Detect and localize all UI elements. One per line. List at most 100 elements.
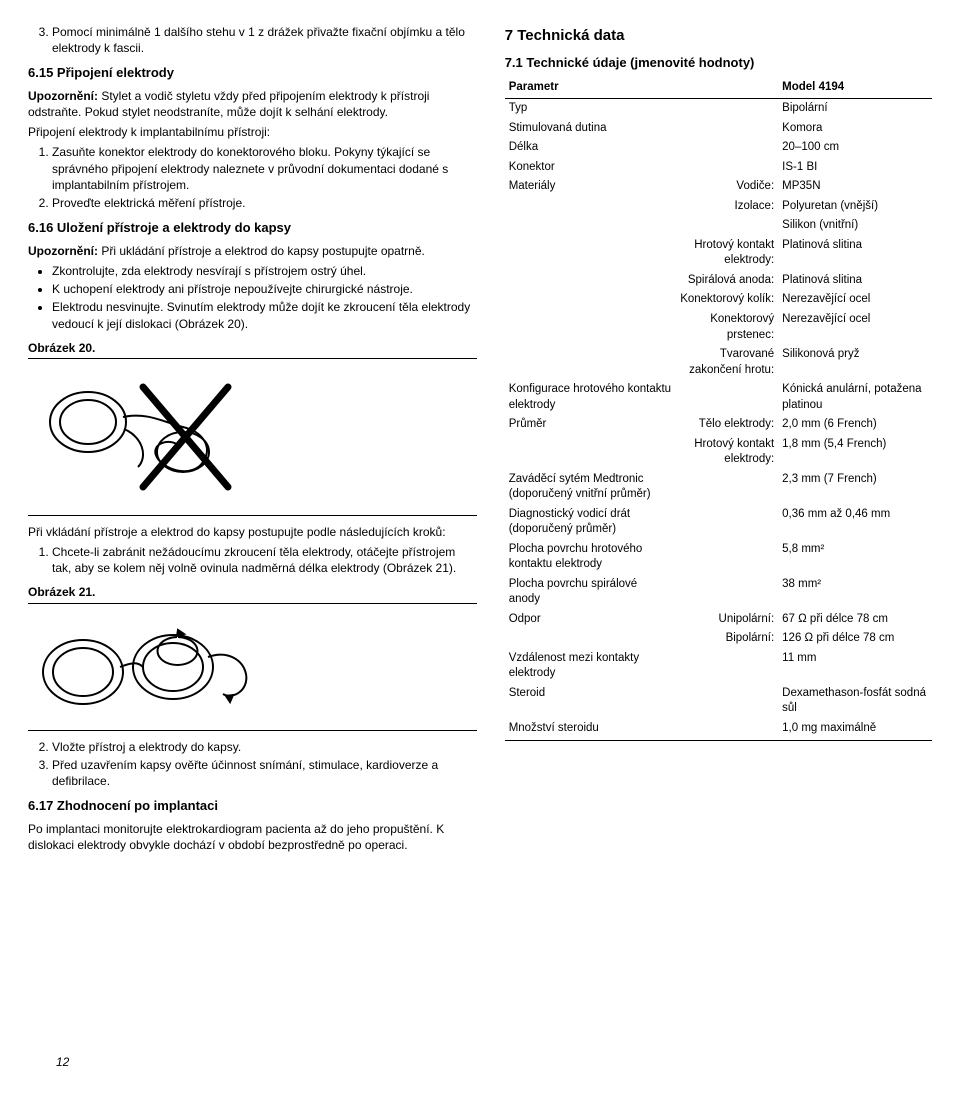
cell-value: Nerezavějící ocel (778, 310, 932, 345)
cell-value: 1,0 mg maximálně (778, 719, 932, 741)
table-row: Silikon (vnitřní) (505, 216, 932, 236)
cell-param: Množství steroidu (505, 719, 676, 741)
caution-bullets: Zkontrolujte, zda elektrody nesvírají s … (28, 263, 477, 332)
cell-param: Konfigurace hrotového kontaktu elektrody (505, 380, 676, 415)
cell-value: 126 Ω při délce 78 cm (778, 629, 932, 649)
bullet-2: K uchopení elektrody ani přístroje nepou… (52, 281, 477, 297)
cell-sub: Hrotový kontakt elektrody: (676, 236, 779, 271)
table-row: Bipolární:126 Ω při délce 78 cm (505, 629, 932, 649)
cell-param: Plocha povrchu hrotového kontaktu elektr… (505, 540, 676, 575)
cell-param (505, 629, 676, 649)
cell-value: Silikon (vnitřní) (778, 216, 932, 236)
cell-value: 1,8 mm (5,4 French) (778, 435, 932, 470)
specs-header-row: Parametr Model 4194 (505, 78, 932, 99)
cell-param (505, 197, 676, 217)
table-row: Konektorový prstenec:Nerezavějící ocel (505, 310, 932, 345)
cell-param: Stimulovaná dutina (505, 119, 676, 139)
heading-6-15: 6.15 Připojení elektrody (28, 64, 477, 82)
table-row: Stimulovaná dutina Komora (505, 119, 932, 139)
table-row: Plocha povrchu spirálové anody38 mm² (505, 575, 932, 610)
warning-6-15: Upozornění: Stylet a vodič styletu vždy … (28, 88, 477, 120)
after-fig20: Při vkládání přístroje a elektrod do kap… (28, 524, 477, 540)
cell-value: Platinová slitina (778, 271, 932, 291)
left-column: Pomocí minimálně 1 dalšího stehu v 1 z d… (28, 20, 477, 857)
cell-sub (676, 575, 779, 610)
table-row: Zaváděcí sytém Medtronic (doporučený vni… (505, 470, 932, 505)
table-row: Hrotový kontakt elektrody:1,8 mm (5,4 Fr… (505, 435, 932, 470)
bullet-3: Elektrodu nesvinujte. Svinutím elektrody… (52, 299, 477, 331)
table-row: PrůměrTělo elektrody:2,0 mm (6 French) (505, 415, 932, 435)
cell-value: 2,0 mm (6 French) (778, 415, 932, 435)
insert-steps-1: Chcete-li zabránit nežádoucímu zkroucení… (28, 544, 477, 576)
cell-sub (676, 505, 779, 540)
cell-sub: Bipolární: (676, 629, 779, 649)
cell-param: Steroid (505, 684, 676, 719)
cell-param: Plocha povrchu spirálové anody (505, 575, 676, 610)
step-list-3: Pomocí minimálně 1 dalšího stehu v 1 z d… (28, 24, 477, 56)
cell-sub (676, 649, 779, 684)
table-row: Množství steroidu 1,0 mg maximálně (505, 719, 932, 741)
table-row: OdporUnipolární:67 Ω při délce 78 cm (505, 610, 932, 630)
cell-value: 20–100 cm (778, 138, 932, 158)
heading-6-16: 6.16 Uložení přístroje a elektrody do ka… (28, 219, 477, 237)
cell-param (505, 236, 676, 271)
insert-step-1: Chcete-li zabránit nežádoucímu zkroucení… (52, 544, 477, 576)
cell-sub: Tvarované zakončení hrotu: (676, 345, 779, 380)
warning-label-2: Upozornění: (28, 244, 98, 258)
cell-param (505, 435, 676, 470)
heading-7: 7 Technická data (505, 26, 932, 46)
warning-6-16: Upozornění: Při ukládání přístroje a ele… (28, 243, 477, 259)
cell-value: 67 Ω při délce 78 cm (778, 610, 932, 630)
figure-21-rule-top (28, 603, 477, 604)
cell-sub: Tělo elektrody: (676, 415, 779, 435)
right-column: 7 Technická data 7.1 Technické údaje (jm… (505, 20, 932, 857)
para-6-17: Po implantaci monitorujte elektrokardiog… (28, 821, 477, 853)
cell-value: 5,8 mm² (778, 540, 932, 575)
cell-param (505, 271, 676, 291)
heading-7-1: 7.1 Technické údaje (jmenovité hodnoty) (505, 54, 932, 72)
table-row: Diagnostický vodicí drát (doporučený prů… (505, 505, 932, 540)
specs-table: Parametr Model 4194 TypBipolárníStimulov… (505, 78, 932, 742)
cell-param: Délka (505, 138, 676, 158)
table-row: Tvarované zakončení hrotu:Silikonová pry… (505, 345, 932, 380)
specs-th-param: Parametr (505, 78, 676, 99)
cell-value: 11 mm (778, 649, 932, 684)
cell-value: IS-1 BI (778, 158, 932, 178)
cell-sub (676, 216, 779, 236)
page-number: 12 (56, 1054, 69, 1070)
table-row: Typ Bipolární (505, 99, 932, 119)
cell-value: Polyuretan (vnější) (778, 197, 932, 217)
cell-sub (676, 684, 779, 719)
cell-param: Průměr (505, 415, 676, 435)
step-3: Pomocí minimálně 1 dalšího stehu v 1 z d… (52, 24, 477, 56)
cell-param: Diagnostický vodicí drát (doporučený prů… (505, 505, 676, 540)
figure-21 (28, 612, 477, 722)
cell-value: Komora (778, 119, 932, 139)
cell-value: Kónická anulární, potažena platinou (778, 380, 932, 415)
cell-sub: Izolace: (676, 197, 779, 217)
cell-param (505, 216, 676, 236)
figure-20-rule-top (28, 358, 477, 359)
table-row: Plocha povrchu hrotového kontaktu elektr… (505, 540, 932, 575)
cell-value: 0,36 mm až 0,46 mm (778, 505, 932, 540)
connect-steps: Zasuňte konektor elektrody do konektorov… (28, 144, 477, 211)
table-row: SteroidDexamethason-fosfát sodná sůl (505, 684, 932, 719)
cell-sub (676, 158, 779, 178)
cell-sub: Vodiče: (676, 177, 779, 197)
cell-value: Bipolární (778, 99, 932, 119)
cell-value: Nerezavějící ocel (778, 290, 932, 310)
figure-20-rule-bottom (28, 515, 477, 516)
cell-sub: Spirálová anoda: (676, 271, 779, 291)
cell-sub (676, 380, 779, 415)
figure-20-label: Obrázek 20. (28, 340, 477, 356)
cell-value: 2,3 mm (7 French) (778, 470, 932, 505)
warning-6-16-text: Při ukládání přístroje a elektrod do kap… (98, 244, 425, 258)
cell-param: Konektor (505, 158, 676, 178)
cell-sub (676, 470, 779, 505)
specs-th-model: Model 4194 (778, 78, 932, 99)
cell-param: Typ (505, 99, 676, 119)
warning-label: Upozornění: (28, 89, 98, 103)
cell-param: Zaváděcí sytém Medtronic (doporučený vni… (505, 470, 676, 505)
cell-value: Platinová slitina (778, 236, 932, 271)
cell-sub: Hrotový kontakt elektrody: (676, 435, 779, 470)
